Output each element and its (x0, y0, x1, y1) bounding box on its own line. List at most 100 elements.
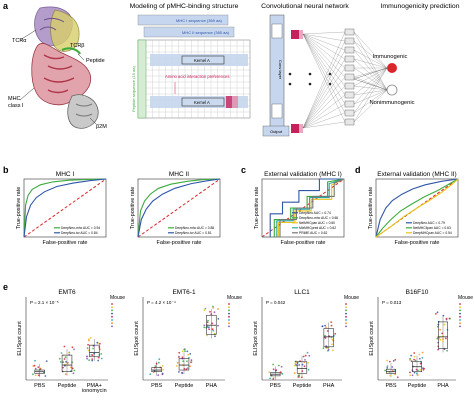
nonimmunogenic-node (386, 84, 398, 96)
panel-letter: b (3, 165, 9, 175)
data-point (97, 359, 100, 362)
data-point (208, 326, 210, 329)
dense-node (344, 91, 355, 99)
legend-dot (111, 306, 113, 309)
box (438, 321, 448, 349)
data-point (321, 325, 324, 327)
y-axis-label: ELISpot count (134, 321, 140, 356)
data-point (157, 374, 160, 377)
roc-curve (375, 178, 459, 238)
panel-a: a TCRα TCRβ Peptide MHC class I β2M Mode… (3, 1, 460, 137)
tcrb-label: TCRβ (70, 43, 84, 49)
data-point (63, 345, 66, 348)
data-point (394, 358, 397, 361)
data-point (301, 370, 304, 372)
category-label: PBS (385, 383, 396, 389)
data-point (65, 361, 67, 363)
y-axis-label: ELISpot count (369, 321, 375, 356)
data-point (295, 363, 297, 366)
data-point (409, 357, 411, 360)
data-point (307, 368, 310, 371)
data-point (178, 355, 180, 358)
data-point (187, 353, 190, 356)
legend-dot (345, 312, 347, 315)
data-point (186, 367, 189, 369)
data-point (293, 364, 296, 367)
legend-dot (228, 312, 230, 315)
category-label: Peptide (408, 383, 427, 389)
legend-entry: DeepMHCpan AUC = 0.54 (413, 231, 452, 235)
plot-title: EMT6 (58, 289, 76, 296)
legend-dot (459, 322, 461, 325)
panel-e-letter: e (3, 282, 8, 292)
data-point (278, 364, 280, 367)
roc-curve (375, 178, 459, 238)
mhc1-seq-label: MHC I sequence (369 aa) (176, 18, 222, 23)
legend-entry: DeepNeo-tcr AUC = 0.81 (175, 231, 212, 235)
dense-node (344, 100, 355, 108)
legend-dot (111, 319, 113, 321)
prediction-title: Immunogenicity prediction (381, 3, 460, 10)
data-point (392, 360, 395, 362)
data-point (175, 365, 178, 367)
data-point (87, 343, 89, 346)
data-point (186, 360, 188, 363)
legend-dot (228, 319, 230, 321)
nonimmunogenic-label: Nonimmunogenic (369, 100, 414, 106)
data-point (445, 337, 447, 340)
legend-entry: DeepNeo AUC = 0.79 (413, 221, 445, 225)
data-point (89, 336, 92, 339)
immunogenic-label: Immunogenic (373, 54, 408, 60)
data-point (71, 346, 74, 349)
data-point (217, 324, 219, 327)
panel-a-letter: a (3, 1, 9, 11)
data-point (207, 319, 209, 322)
dense-node (344, 37, 355, 45)
data-point (189, 353, 192, 355)
data-point (214, 335, 216, 338)
data-point (410, 354, 413, 357)
data-point (330, 321, 333, 323)
data-point (269, 377, 271, 380)
data-point (441, 332, 444, 335)
data-point (155, 362, 158, 365)
data-point (334, 332, 337, 335)
legend-dot (345, 322, 347, 325)
data-point (298, 373, 301, 376)
interaction-matrix: MHC I sequence (369 aa) MHC II sequence … (131, 14, 251, 119)
legend-entry: MixMHCpred AUC = 0.62 (299, 226, 336, 230)
chart-title: External validation (MHC II) (377, 171, 456, 178)
y-axis-label: True-positive rate (16, 187, 22, 230)
p-value: P = 2.1 × 10⁻⁵ (30, 300, 59, 305)
data-point (206, 321, 209, 324)
p-value: P = 0.013 (382, 300, 402, 305)
data-point (421, 351, 424, 354)
data-point (396, 376, 399, 379)
data-point (297, 375, 300, 377)
data-point (272, 363, 274, 366)
category-label: PHA (323, 383, 335, 389)
dense-node (344, 82, 355, 90)
data-point (414, 359, 417, 362)
legend-dot (459, 309, 461, 312)
data-point (37, 374, 40, 377)
data-point (212, 307, 215, 309)
category-label: Peptide (293, 383, 312, 389)
data-point (178, 371, 180, 373)
data-point (157, 361, 160, 364)
data-point (38, 366, 41, 369)
data-point (443, 323, 446, 326)
data-point (85, 355, 88, 358)
data-point (272, 378, 275, 380)
chance-line (23, 178, 107, 238)
data-point (58, 357, 61, 360)
legend-dot (228, 325, 230, 328)
y-axis-label: True-positive rate (254, 187, 260, 230)
legend-entry: NetMHCIIpan AUC = 0.63 (413, 226, 451, 230)
data-point (389, 374, 392, 377)
data-point (183, 348, 186, 351)
data-point (324, 337, 327, 339)
roc-panels: b MHC I False-positive rate True-positive r… (3, 165, 459, 246)
data-point (439, 328, 441, 331)
data-point (417, 374, 419, 376)
